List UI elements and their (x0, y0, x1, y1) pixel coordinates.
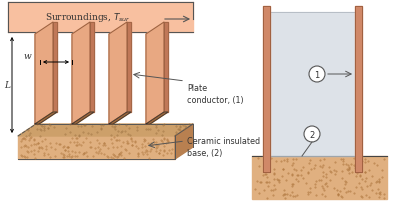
Polygon shape (175, 124, 193, 159)
Bar (252, 156, 387, 199)
Polygon shape (72, 112, 94, 124)
Polygon shape (35, 112, 57, 124)
Polygon shape (146, 112, 168, 124)
Circle shape (309, 67, 325, 83)
Text: L: L (4, 81, 10, 90)
Polygon shape (146, 23, 164, 124)
Polygon shape (164, 23, 168, 112)
Polygon shape (90, 23, 94, 112)
Text: Plate
conductor, (1): Plate conductor, (1) (187, 84, 244, 104)
Polygon shape (18, 124, 193, 136)
Polygon shape (72, 23, 90, 124)
Circle shape (304, 126, 320, 142)
Polygon shape (109, 112, 131, 124)
Polygon shape (53, 23, 57, 112)
Text: 2: 2 (309, 130, 315, 139)
Polygon shape (35, 23, 53, 124)
Bar (270, 13, 355, 156)
Polygon shape (18, 136, 175, 159)
Text: 1: 1 (314, 70, 320, 79)
Polygon shape (109, 23, 127, 124)
Polygon shape (127, 23, 131, 112)
Bar (355, 7, 362, 172)
Text: w: w (23, 52, 31, 61)
Text: Ceramic insulated
base, (2): Ceramic insulated base, (2) (187, 136, 260, 157)
Text: Surroundings, $T_{sur}$: Surroundings, $T_{sur}$ (45, 10, 131, 23)
Bar (8, 3, 193, 33)
Bar (263, 7, 270, 172)
